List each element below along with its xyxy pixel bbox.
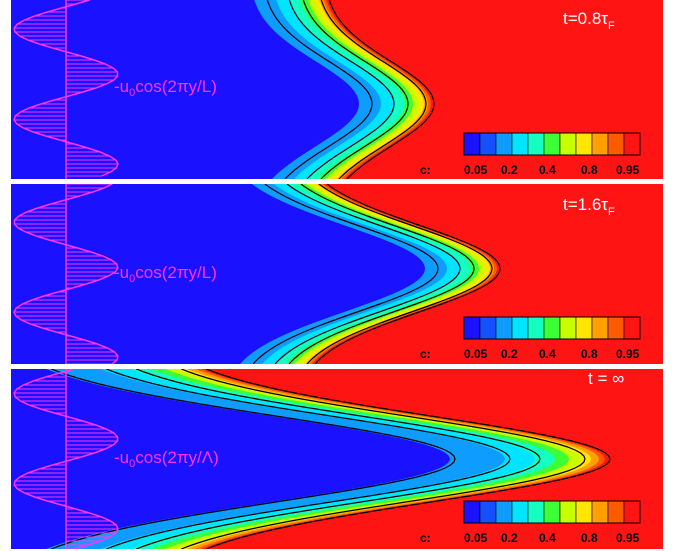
panel-t-0-8-overlay: -u0cos(2πy/L) t=0.8τF c: 0.05 0.2 0.4 0.8 0.9… bbox=[114, 9, 641, 177]
colorbar-swatch bbox=[543, 132, 561, 156]
colorbar-frame bbox=[463, 316, 641, 340]
flame-front-bands bbox=[11, 184, 500, 364]
contour-line bbox=[288, 0, 395, 179]
contour-line bbox=[266, 0, 373, 179]
panel-t-1-6-overlay: -u0cos(2πy/L) t=1.6τF c: 0.05 0.2 0.4 0.8 0.9… bbox=[114, 195, 641, 361]
contour-line bbox=[106, 369, 511, 549]
colorbar-tick-label: 0.95 bbox=[616, 531, 640, 545]
colorbar-swatch bbox=[607, 500, 625, 524]
colorbar-tick-label: 0.05 bbox=[464, 347, 488, 361]
colorbar-swatch bbox=[495, 500, 513, 524]
colorbar-swatch bbox=[463, 316, 481, 340]
colorbar-swatch bbox=[575, 316, 593, 340]
colorbar-swatch bbox=[623, 132, 641, 156]
contour-line bbox=[136, 369, 541, 549]
contour-lines bbox=[51, 369, 611, 549]
colorbar-title: c: bbox=[420, 163, 431, 177]
contour-lines bbox=[266, 0, 435, 179]
concentration-band bbox=[11, 184, 425, 364]
colorbar-swatch bbox=[511, 500, 529, 524]
colorbar-tick-label: 0.2 bbox=[501, 531, 518, 545]
colorbar-tick-label: 0.8 bbox=[581, 347, 598, 361]
colorbar-tick-label: 0.2 bbox=[501, 163, 518, 177]
colorbar-tick-label: 0.4 bbox=[539, 531, 556, 545]
colorbar-swatch bbox=[559, 132, 577, 156]
colorbar-tick-label: 0.05 bbox=[464, 531, 488, 545]
velocity-profile-curve bbox=[13, 0, 119, 177]
colorbar-swatch bbox=[527, 500, 545, 524]
velocity-profile-arrows bbox=[13, 369, 119, 549]
contour-line bbox=[274, 184, 461, 364]
panel-t-0-8 bbox=[11, 0, 663, 179]
colorbar-tick-label: 0.8 bbox=[581, 163, 598, 177]
concentration-band bbox=[11, 0, 359, 179]
contour-lines bbox=[252, 184, 501, 364]
colorbar-tick-label: 0.2 bbox=[501, 347, 518, 361]
colorbar-swatch bbox=[543, 500, 561, 524]
colorbar: c: 0.05 0.2 0.4 0.8 0.95 bbox=[420, 316, 641, 361]
colorbar-tick-label: 0.05 bbox=[464, 163, 488, 177]
colorbar-swatch bbox=[607, 132, 625, 156]
contour-line bbox=[288, 184, 475, 364]
contour-line bbox=[314, 184, 501, 364]
colorbar-swatch bbox=[543, 316, 561, 340]
colorbar-swatch bbox=[511, 132, 529, 156]
panel-t-1-6 bbox=[11, 184, 663, 364]
panel-t-infinity-overlay: -u0cos(2πy/Λ) t = ∞ c: 0.05 0.2 0.4 0.8 0.95 bbox=[114, 369, 641, 545]
colorbar-swatch bbox=[463, 500, 481, 524]
contour-line bbox=[320, 0, 427, 179]
colorbar-swatch bbox=[591, 132, 609, 156]
velocity-label: -u0cos(2πy/L) bbox=[114, 263, 217, 285]
contour-line bbox=[51, 369, 456, 549]
velocity-profile-curve bbox=[13, 184, 119, 364]
colorbar-tick-label: 0.95 bbox=[616, 163, 640, 177]
colorbar-tick-label: 0.4 bbox=[539, 163, 556, 177]
colorbar-swatch bbox=[591, 500, 609, 524]
colorbar-swatch bbox=[495, 316, 513, 340]
colorbar-swatch bbox=[591, 316, 609, 340]
contour-line bbox=[306, 184, 493, 364]
flame-front-bands bbox=[11, 369, 610, 549]
colorbar-swatch bbox=[495, 132, 513, 156]
colorbar-swatch bbox=[463, 132, 481, 156]
colorbar-swatch bbox=[575, 132, 593, 156]
colorbar-frame bbox=[463, 500, 641, 524]
velocity-label: -u0cos(2πy/Λ) bbox=[114, 448, 219, 470]
colorbar-frame bbox=[463, 132, 641, 156]
colorbar-swatch bbox=[479, 132, 497, 156]
velocity-label: -u0cos(2πy/L) bbox=[114, 77, 217, 99]
colorbar-tick-label: 0.4 bbox=[539, 347, 556, 361]
colorbar-title: c: bbox=[420, 347, 431, 361]
colorbar-swatch bbox=[479, 316, 497, 340]
colorbar-tick-label: 0.8 bbox=[581, 531, 598, 545]
colorbar-swatch bbox=[511, 316, 529, 340]
time-label: t=1.6τF bbox=[563, 195, 615, 218]
colorbar-swatch bbox=[559, 500, 577, 524]
contour-line bbox=[181, 369, 586, 549]
colorbar-swatch bbox=[575, 500, 593, 524]
colorbar-swatch bbox=[527, 316, 545, 340]
colorbar-swatch bbox=[607, 316, 625, 340]
concentration-band bbox=[11, 369, 450, 549]
colorbar: c: 0.05 0.2 0.4 0.8 0.95 bbox=[420, 500, 641, 545]
colorbar: c: 0.05 0.2 0.4 0.8 0.95 bbox=[420, 132, 641, 177]
colorbar-swatch bbox=[623, 316, 641, 340]
panel-t-infinity bbox=[11, 369, 663, 549]
colorbar-swatch bbox=[479, 500, 497, 524]
contour-line bbox=[328, 0, 435, 179]
contour-line bbox=[302, 0, 409, 179]
colorbar-swatch bbox=[527, 132, 545, 156]
time-label: t = ∞ bbox=[588, 369, 624, 388]
contour-line bbox=[206, 369, 611, 549]
velocity-profile-arrows bbox=[13, 184, 119, 364]
colorbar-swatch bbox=[623, 500, 641, 524]
colorbar-title: c: bbox=[420, 531, 431, 545]
velocity-profile-curve bbox=[13, 369, 119, 549]
time-label: t=0.8τF bbox=[563, 9, 615, 32]
colorbar-swatch bbox=[559, 316, 577, 340]
velocity-profile-arrows bbox=[13, 0, 119, 179]
contour-line bbox=[252, 184, 439, 364]
colorbar-tick-label: 0.95 bbox=[616, 347, 640, 361]
